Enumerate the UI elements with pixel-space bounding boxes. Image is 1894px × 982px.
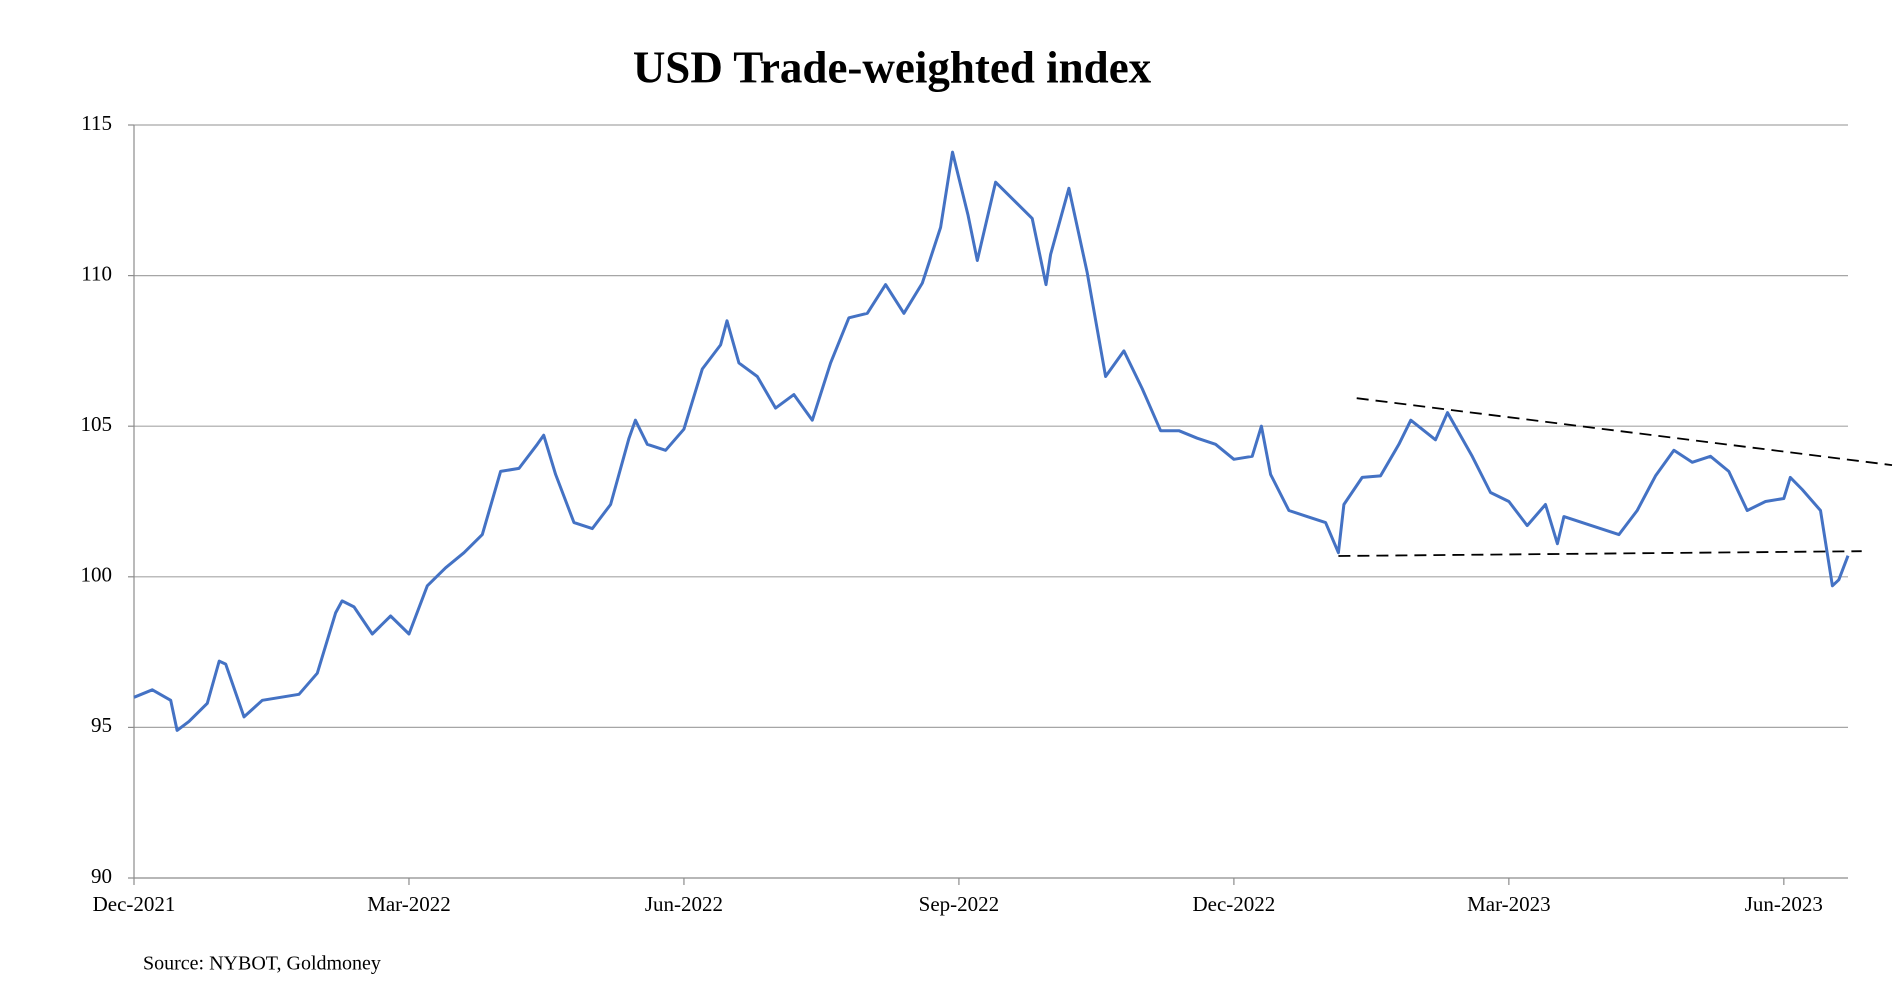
trend-line	[1356, 397, 1893, 466]
y-tick-label: 115	[81, 111, 112, 135]
y-tick-label: 105	[81, 412, 113, 436]
x-tick-label: Jun-2023	[1745, 892, 1823, 916]
x-tick-label: Mar-2022	[367, 892, 451, 916]
y-tick-label: 100	[81, 563, 113, 587]
x-tick-label: Sep-2022	[919, 892, 1000, 916]
source-note: Source: NYBOT, Goldmoney	[143, 953, 381, 975]
x-tick-label: Jun-2022	[645, 892, 723, 916]
data-line	[133, 150, 1850, 732]
x-tick-label: Dec-2021	[93, 892, 176, 916]
chart-title: USD Trade-weighted index	[633, 42, 1152, 92]
y-tick-label: 95	[91, 713, 112, 737]
x-tick-label: Mar-2023	[1467, 892, 1551, 916]
x-tick-label: Dec-2022	[1192, 892, 1275, 916]
y-tick-label: 90	[91, 864, 112, 888]
trend-line	[1338, 550, 1862, 557]
y-tick-label: 110	[81, 261, 112, 285]
